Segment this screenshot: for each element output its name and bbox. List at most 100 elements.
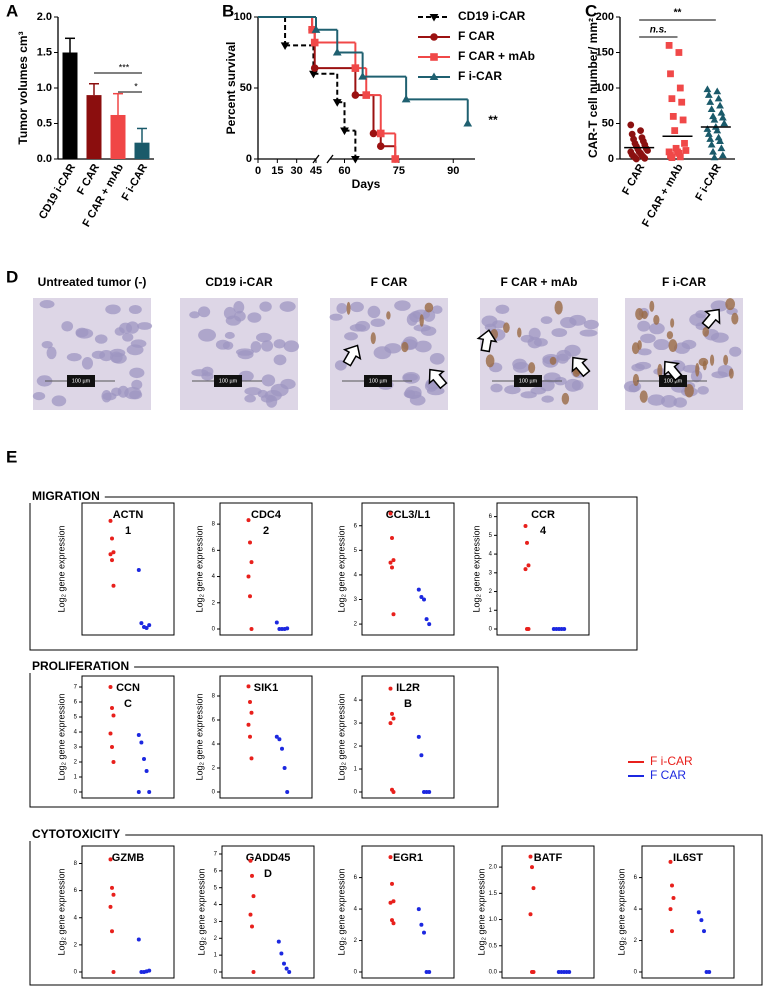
y-tick-label: 4 [212, 742, 216, 748]
y-axis-label: Log₂ gene expression [336, 868, 346, 955]
y-tick-label: 5 [354, 548, 358, 554]
nucleus [492, 320, 506, 329]
stained-cell [639, 390, 648, 403]
data-point [416, 734, 421, 739]
data-point [248, 700, 252, 704]
data-point [427, 790, 432, 794]
y-tick-label: 6 [634, 875, 638, 881]
y-tick-label: 0.5 [37, 117, 52, 129]
y-tick-label: 2 [74, 760, 78, 766]
nucleus [114, 327, 125, 336]
data-point [391, 921, 396, 926]
legend-label: F i-CAR [458, 69, 502, 83]
arrow [663, 360, 683, 382]
nucleus [224, 331, 235, 339]
legend-label: F i-CAR [650, 754, 693, 768]
nucleus [661, 395, 677, 408]
data-point [248, 734, 252, 739]
data-point [108, 685, 113, 689]
nucleus [280, 378, 296, 390]
nucleus [99, 350, 114, 362]
data-point [632, 155, 640, 163]
image-title: F CAR + mAb [500, 275, 577, 289]
legend-marker [430, 33, 438, 41]
y-axis-label: CAR-T cell number/ mm² [586, 18, 600, 158]
survival-marker [308, 25, 316, 34]
nucleus [495, 304, 510, 314]
chart-title: CCR [531, 509, 555, 521]
section-title-bg [29, 491, 105, 503]
data-point [111, 713, 116, 718]
x-tick-label: F i-CAR [693, 162, 724, 203]
data-point [668, 907, 673, 912]
annotation: ** [488, 113, 498, 127]
x-tick-label: 30 [291, 165, 303, 177]
y-tick-label: 2 [354, 938, 358, 944]
x-tick-label: F CAR + mAb [640, 162, 686, 229]
nucleus [334, 360, 347, 371]
stained-cell [725, 298, 736, 311]
y-tick-label: 6 [489, 514, 493, 520]
y-tick-label: 2 [354, 744, 358, 750]
data-point [111, 550, 116, 555]
arrow [428, 368, 448, 390]
chart-title: CCL3/L1 [386, 509, 431, 521]
data-point [676, 84, 684, 92]
y-tick-label: 8 [212, 694, 216, 700]
nucleus [238, 370, 254, 382]
section-box [29, 834, 763, 986]
nucleus [367, 305, 381, 319]
data-point [525, 540, 529, 545]
nucleus [583, 319, 599, 330]
x-tick-label: 75 [393, 165, 405, 177]
nucleus [429, 352, 445, 365]
nucleus [631, 363, 645, 372]
data-point [671, 896, 676, 901]
stained-cell [731, 312, 739, 325]
stained-cell [517, 327, 522, 338]
y-tick-label: 3 [354, 721, 358, 727]
data-point [416, 587, 421, 592]
significance-label: n.s. [650, 25, 667, 36]
y-tick-label: 0 [246, 153, 252, 165]
x-tick-label: 15 [271, 165, 283, 177]
nucleus [413, 324, 431, 332]
scale-box [659, 375, 687, 387]
data-point [282, 961, 286, 966]
nucleus [697, 385, 709, 395]
nucleus [729, 346, 742, 357]
nucleus [431, 305, 443, 314]
survival-marker [351, 91, 360, 99]
data-point [274, 734, 279, 739]
nucleus [273, 339, 286, 349]
chart-title: GADD45 [246, 852, 291, 864]
annotation: B [404, 698, 412, 710]
scale-label: 100 µm [219, 378, 238, 384]
nucleus [36, 375, 53, 387]
nucleus [540, 316, 553, 325]
nucleus [409, 394, 426, 406]
nucleus [128, 304, 142, 315]
nucleus [394, 300, 411, 311]
data-point [388, 900, 393, 905]
data-point [108, 857, 113, 862]
data-point [108, 518, 113, 523]
nucleus [81, 357, 94, 370]
data-point [250, 924, 254, 929]
y-tick-label: 0 [214, 970, 218, 976]
y-tick-label: 3 [74, 745, 78, 751]
data-point [110, 558, 114, 563]
y-tick-label: 4 [212, 574, 216, 580]
data-point [388, 511, 393, 516]
data-point [710, 153, 719, 161]
section-title: MIGRATION [32, 489, 100, 503]
nucleus [556, 349, 572, 362]
y-tick-label: 3 [489, 570, 493, 576]
legend-label: CD19 i-CAR [458, 9, 526, 23]
data-point [526, 627, 531, 631]
section-title-bg [29, 829, 126, 841]
data-point [675, 49, 683, 56]
nucleus [109, 348, 126, 358]
nucleus [406, 313, 418, 326]
data-point [713, 126, 722, 134]
